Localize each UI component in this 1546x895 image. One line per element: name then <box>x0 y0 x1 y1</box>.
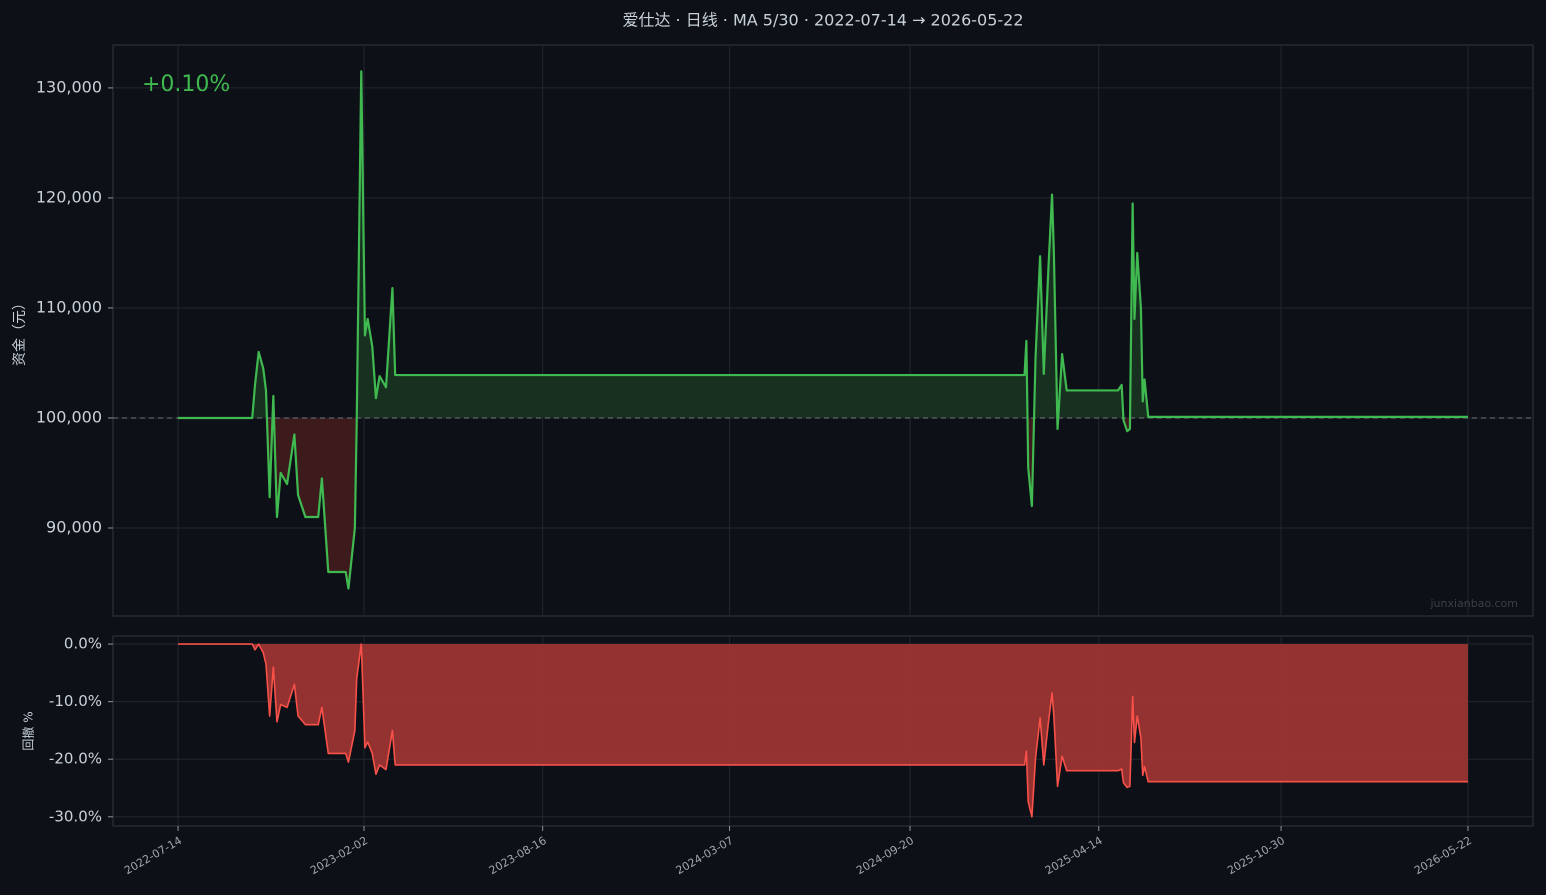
area-below <box>266 417 1131 589</box>
annotation: +0.10% <box>142 72 230 97</box>
y-tick-label: 130,000 <box>36 77 102 96</box>
line <box>178 643 1468 818</box>
y-axis-label: 资金（元） <box>12 296 28 366</box>
y-tick-label: 100,000 <box>36 407 102 426</box>
y-tick-label: -20.0% <box>49 750 102 768</box>
y-tick-label: -10.0% <box>49 692 102 710</box>
line <box>178 70 1468 590</box>
y-axis-label: 回撤 % <box>21 711 36 750</box>
y-tick-label: -30.0% <box>49 807 102 825</box>
chart-title: 爱仕达 · 日线 · MA 5/30 · 2022-07-14 → 2026-0… <box>622 11 1023 30</box>
y-tick-label: 120,000 <box>36 187 102 206</box>
y-tick-label: 0.0% <box>64 635 102 653</box>
area <box>178 644 1468 817</box>
watermark: junxianbao.com <box>1429 597 1518 610</box>
y-tick-label: 110,000 <box>36 297 102 316</box>
y-tick-label: 90,000 <box>46 517 102 536</box>
